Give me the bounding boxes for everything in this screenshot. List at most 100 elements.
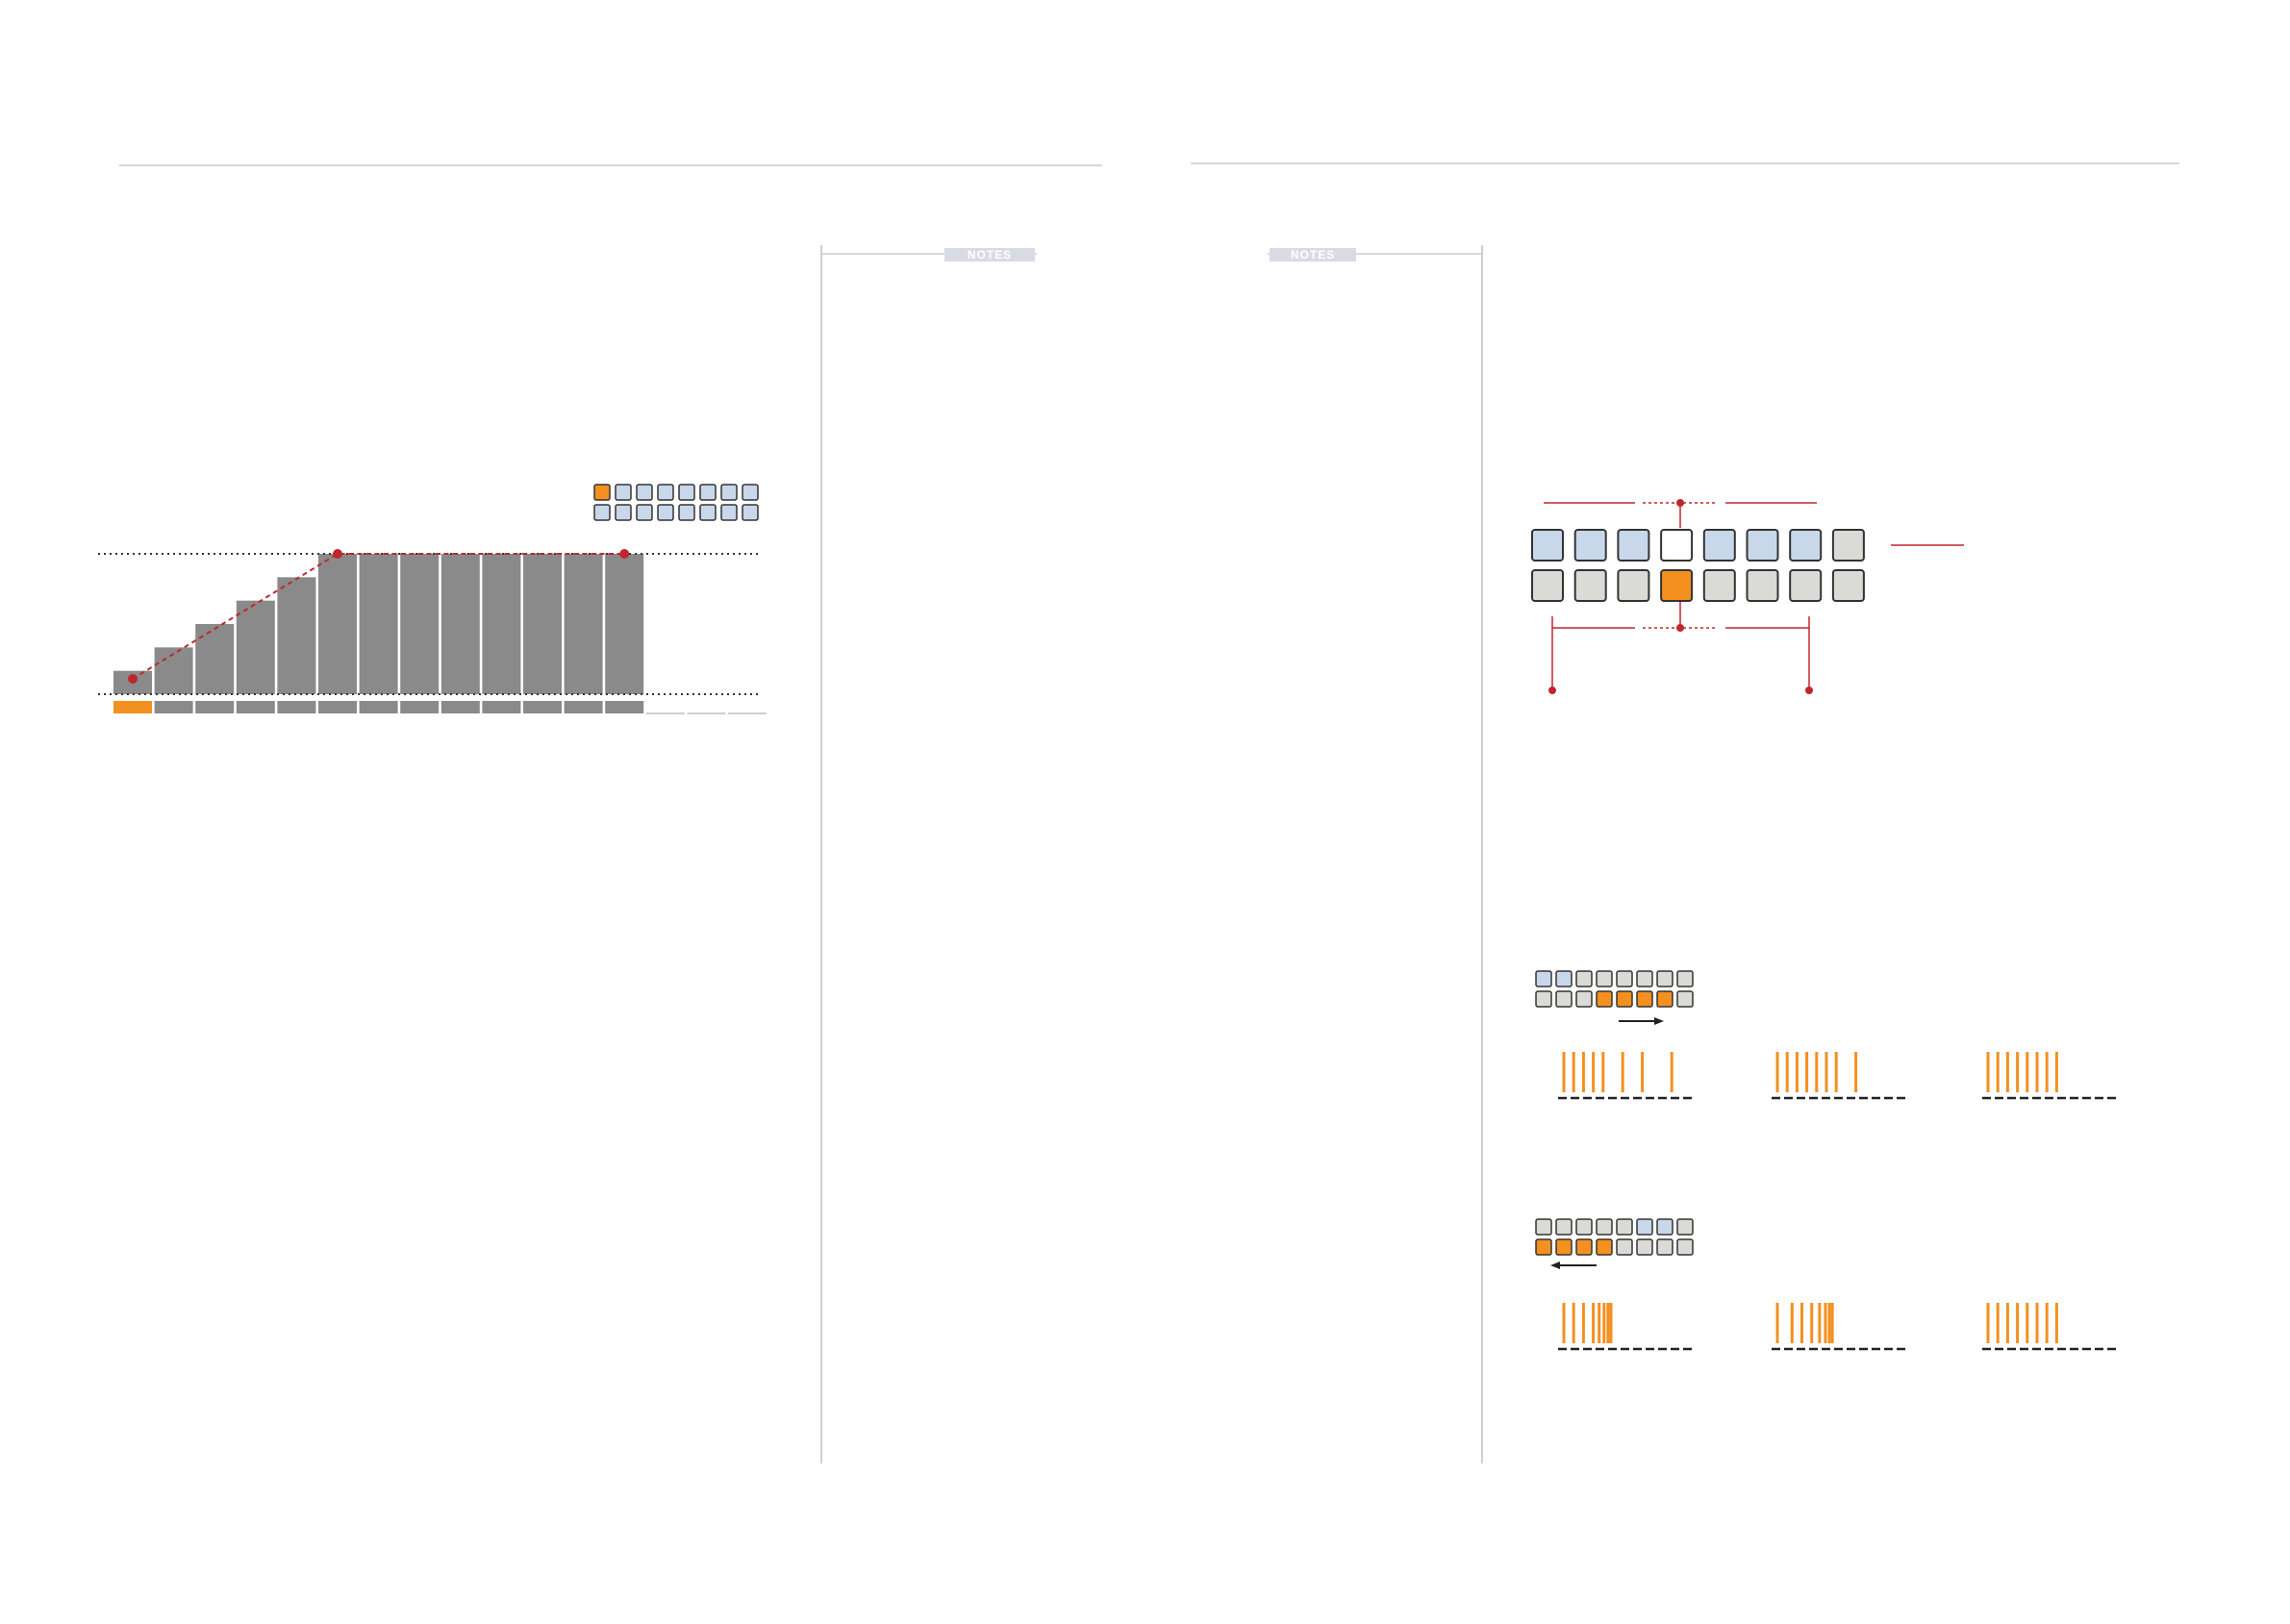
pad-grey	[1596, 970, 1613, 987]
pad-blue	[1573, 529, 1607, 562]
pad-orange	[1596, 1238, 1613, 1256]
ramp-bar	[564, 554, 603, 694]
ramp-bar	[400, 554, 440, 694]
pad-blue	[678, 484, 695, 501]
pad-blue	[657, 484, 674, 501]
pad-orange	[1535, 1238, 1552, 1256]
ramp-bar	[154, 647, 193, 694]
ramp-bar	[236, 600, 275, 694]
pad-orange	[593, 484, 611, 501]
roll-example-right	[1535, 970, 2117, 1100]
ramp-bar-chart	[98, 484, 767, 714]
step-cell	[400, 701, 440, 713]
guide-dot	[1805, 687, 1813, 694]
bottom-span-guide	[1548, 602, 1813, 694]
pad-blue	[1789, 529, 1823, 562]
hit-pattern	[1772, 1303, 1906, 1351]
notes-column-right: NOTES	[1268, 245, 1483, 1463]
roll-examples	[1535, 970, 2117, 1351]
guide-dot	[1548, 687, 1556, 694]
ramp-bar	[277, 577, 316, 694]
top-span-guide	[1544, 499, 1817, 528]
pad-orange	[1636, 990, 1653, 1008]
pad-grey	[1636, 1238, 1653, 1256]
step-cell	[523, 701, 562, 713]
arrow-head	[1654, 1017, 1664, 1025]
pad-grey	[1575, 970, 1593, 987]
step-cell	[236, 701, 275, 713]
step-cell	[277, 701, 316, 713]
pad-grey	[1831, 569, 1865, 602]
pad-grey	[1617, 569, 1650, 602]
ramp-bar	[318, 554, 357, 694]
pad-grey	[1573, 569, 1607, 602]
pad-blue	[1636, 1218, 1653, 1236]
pad-blue	[720, 504, 738, 521]
pad-grey	[1676, 1218, 1694, 1236]
pad-grid-diagram	[1531, 499, 1964, 694]
pad-grey	[1789, 569, 1823, 602]
arrow-head	[1550, 1262, 1560, 1269]
pad-orange	[1616, 990, 1633, 1008]
guide-dot	[1676, 624, 1684, 632]
pad-grey	[1746, 569, 1779, 602]
step-cell	[564, 701, 603, 713]
ramp-bar	[359, 554, 398, 694]
step-cell	[605, 701, 644, 713]
ramp-marker	[333, 549, 342, 559]
pad-blue	[615, 484, 632, 501]
pad-grey	[1831, 529, 1865, 562]
pad-grey	[1702, 569, 1736, 602]
step-cell	[113, 701, 152, 713]
pad-grey	[1656, 970, 1673, 987]
roll-example-left	[1535, 1218, 2117, 1351]
pad-blue	[1746, 529, 1779, 562]
ramp-bar	[605, 554, 644, 694]
pad-blue	[742, 504, 759, 521]
step-cell	[440, 701, 480, 713]
pad-blue	[678, 504, 695, 521]
step-cell	[195, 701, 235, 713]
hit-pattern	[1982, 1052, 2117, 1100]
pad-blue	[720, 484, 738, 501]
ramp-bar	[482, 554, 521, 694]
pad-blue	[636, 484, 653, 501]
pad-grey	[1575, 1218, 1593, 1236]
pad-blue	[699, 484, 717, 501]
ramp-envelope	[132, 553, 625, 680]
pad-grey	[1575, 990, 1593, 1008]
pad-blue	[657, 504, 674, 521]
pad-grey	[1535, 990, 1552, 1008]
pad-orange	[1656, 990, 1673, 1008]
pad-grey	[1596, 1218, 1613, 1236]
pad-grey	[1555, 1218, 1573, 1236]
ramp-bar	[523, 554, 562, 694]
pad-grey	[1616, 1238, 1633, 1256]
pad-orange	[1596, 990, 1613, 1008]
pad-grey	[1676, 970, 1694, 987]
pad-blue	[615, 504, 632, 521]
pad-blue	[1555, 970, 1573, 987]
hit-pattern	[1772, 1052, 1906, 1100]
hit-pattern	[1558, 1303, 1693, 1351]
pad-grey	[1555, 990, 1573, 1008]
pad-grey	[1656, 1238, 1673, 1256]
pad-blue	[699, 504, 717, 521]
ramp-bar	[440, 554, 480, 694]
pad-blue	[636, 504, 653, 521]
pad-orange	[1555, 1238, 1573, 1256]
pad-grey	[1535, 1218, 1552, 1236]
pad-grey	[1616, 1218, 1633, 1236]
pad-white	[1660, 529, 1694, 562]
step-cell	[359, 701, 398, 713]
pad-blue	[1535, 970, 1552, 987]
pad-grey	[1676, 990, 1694, 1008]
notes-column-left: NOTES	[820, 245, 1037, 1463]
hit-pattern	[1558, 1052, 1693, 1100]
hit-pattern	[1982, 1303, 2117, 1351]
pad-blue	[1656, 1218, 1673, 1236]
step-cell	[482, 701, 521, 713]
pad-orange	[1660, 569, 1694, 602]
